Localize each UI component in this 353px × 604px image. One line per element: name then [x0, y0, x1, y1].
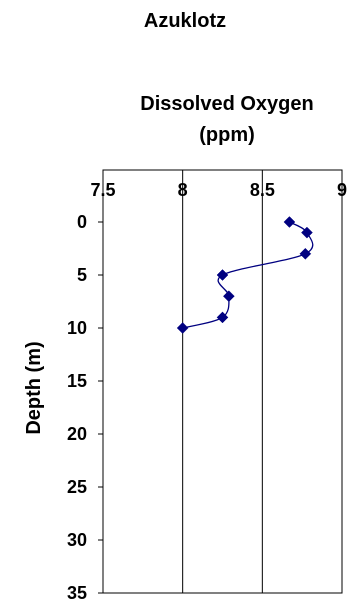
- y-axis-tick-marks: [98, 221, 103, 594]
- y-tick-labels: 0 5 10 15 20 25 30 35: [67, 212, 87, 603]
- y-tick-label-0: 0: [77, 212, 87, 232]
- x-axis-label-line-1: Dissolved Oxygen: [140, 93, 313, 115]
- y-tick-label-3: 15: [67, 371, 87, 391]
- y-tick-label-4: 20: [67, 424, 87, 444]
- data-point-2: [299, 247, 312, 260]
- data-point-4: [223, 290, 235, 303]
- x-tick-labels: 7.5 8 8.5 9: [90, 180, 347, 200]
- data-point-3: [216, 269, 229, 281]
- x-axis-label-line-2: (ppm): [199, 124, 255, 146]
- data-point-0: [283, 216, 296, 228]
- y-axis-label: Depth (m): [23, 341, 45, 434]
- y-tick-label-6: 30: [67, 530, 87, 550]
- series-line: [182, 221, 314, 329]
- data-point-1: [301, 226, 313, 239]
- y-tick-label-7: 35: [67, 583, 87, 603]
- y-tick-label-2: 10: [67, 318, 87, 338]
- y-tick-label-1: 5: [77, 265, 87, 285]
- data-point-5: [216, 311, 229, 324]
- y-tick-label-5: 25: [67, 477, 87, 497]
- data-points: [176, 216, 313, 334]
- chart-title: Azuklotz: [144, 10, 226, 32]
- data-point-6: [176, 322, 189, 334]
- gridlines: [182, 170, 263, 593]
